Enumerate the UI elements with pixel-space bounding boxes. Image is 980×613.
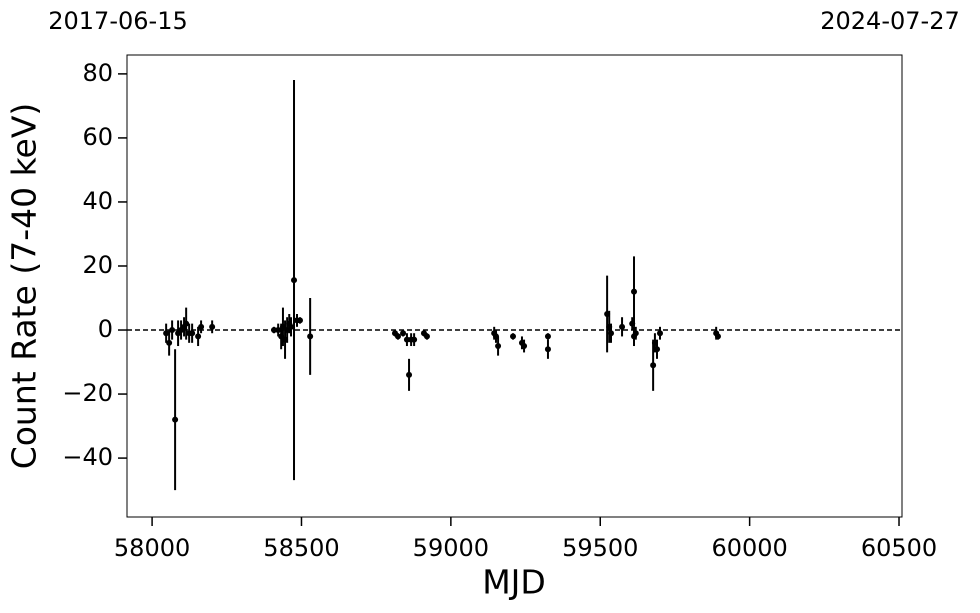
- data-point: [270, 327, 277, 334]
- data-point: [288, 323, 295, 330]
- x-tick-label: 60000: [711, 534, 787, 562]
- data-point: [296, 317, 303, 324]
- plot-frame: [126, 54, 903, 518]
- x-tick-label: 59000: [413, 534, 489, 562]
- data-point: [163, 330, 170, 337]
- y-tick-label: 80: [82, 59, 113, 87]
- data-point: [619, 323, 626, 330]
- data-point: [632, 330, 639, 337]
- data-point: [406, 371, 413, 378]
- data-point: [400, 330, 407, 337]
- data-point: [608, 330, 615, 337]
- data-point: [275, 327, 282, 334]
- y-tick-label: −20: [62, 379, 113, 407]
- data-point: [291, 277, 298, 284]
- data-point: [714, 333, 721, 340]
- x-tick-label: 58000: [114, 534, 190, 562]
- data-point: [169, 327, 176, 334]
- x-tick-label: 58500: [263, 534, 339, 562]
- data-point: [521, 343, 528, 350]
- data-point: [172, 416, 179, 423]
- y-tick-label: 0: [98, 315, 113, 343]
- data-point: [411, 336, 418, 343]
- data-point: [544, 333, 551, 340]
- top-right-annotation: 2024-07-27: [820, 7, 959, 35]
- x-tick-label: 59500: [562, 534, 638, 562]
- x-axis-label: MJD: [482, 563, 546, 602]
- y-tick-label: −40: [62, 443, 113, 471]
- data-point: [394, 333, 401, 340]
- y-tick-label: 40: [82, 187, 113, 215]
- data-point: [510, 333, 517, 340]
- data-point: [183, 320, 190, 327]
- y-tick-label: 20: [82, 251, 113, 279]
- data-point: [195, 333, 202, 340]
- data-point: [650, 362, 657, 369]
- data-point: [656, 330, 663, 337]
- data-point: [654, 346, 661, 353]
- data-point: [198, 323, 205, 330]
- data-point: [166, 339, 173, 346]
- data-point: [544, 346, 551, 353]
- y-tick-label: 60: [82, 123, 113, 151]
- y-axis-label: Count Rate (7-40 keV): [5, 103, 44, 470]
- top-left-annotation: 2017-06-15: [48, 7, 187, 35]
- data-point: [423, 333, 430, 340]
- data-point: [403, 336, 410, 343]
- data-point: [209, 323, 216, 330]
- data-point: [189, 330, 196, 337]
- data-point: [631, 288, 638, 295]
- x-tick-label: 60500: [861, 534, 937, 562]
- data-point: [495, 343, 502, 350]
- data-point: [307, 333, 314, 340]
